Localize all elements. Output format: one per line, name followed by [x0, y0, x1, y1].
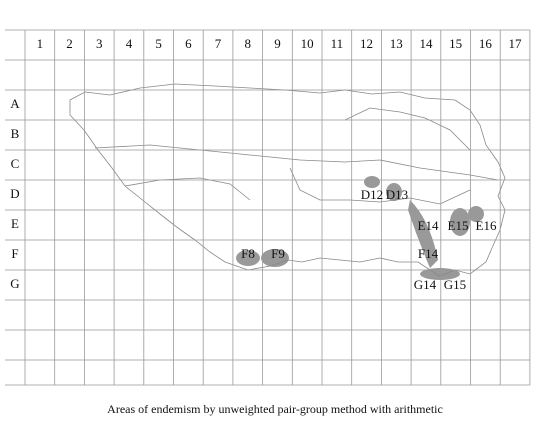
- caption: Areas of endemism by unweighted pair-gro…: [107, 402, 443, 416]
- row-label: A: [10, 96, 20, 111]
- column-label: 13: [390, 36, 403, 51]
- column-label: 16: [479, 36, 493, 51]
- row-label: G: [10, 276, 19, 291]
- column-label: 17: [509, 36, 523, 51]
- column-label: 11: [331, 36, 344, 51]
- area-label: D12: [361, 187, 383, 202]
- row-label: D: [10, 186, 19, 201]
- column-label: 1: [37, 36, 44, 51]
- row-label: E: [11, 216, 19, 231]
- row-label: F: [11, 246, 18, 261]
- area-label: D13: [386, 187, 408, 202]
- column-label: 8: [245, 36, 252, 51]
- row-label: B: [11, 126, 20, 141]
- area-label: G15: [444, 277, 466, 292]
- column-label: 2: [66, 36, 73, 51]
- column-label: 9: [274, 36, 281, 51]
- column-label: 14: [419, 36, 433, 51]
- area-label: F14: [418, 246, 439, 261]
- area-label: E15: [448, 218, 469, 233]
- column-label: 10: [301, 36, 314, 51]
- row-label: C: [11, 156, 20, 171]
- column-label: 4: [126, 36, 133, 51]
- column-label: 15: [449, 36, 462, 51]
- area-label: E14: [418, 218, 439, 233]
- plateau-outline: [69, 83, 506, 277]
- grid: [5, 29, 531, 386]
- area-label: F9: [271, 246, 285, 261]
- column-label: 5: [155, 36, 162, 51]
- area-label: G14: [414, 277, 437, 292]
- column-label: 6: [185, 36, 192, 51]
- column-label: 3: [96, 36, 103, 51]
- column-label: 12: [360, 36, 373, 51]
- area-label: E16: [476, 218, 497, 233]
- endemism-areas: [236, 176, 484, 280]
- column-label: 7: [215, 36, 222, 51]
- area-label: F8: [241, 246, 255, 261]
